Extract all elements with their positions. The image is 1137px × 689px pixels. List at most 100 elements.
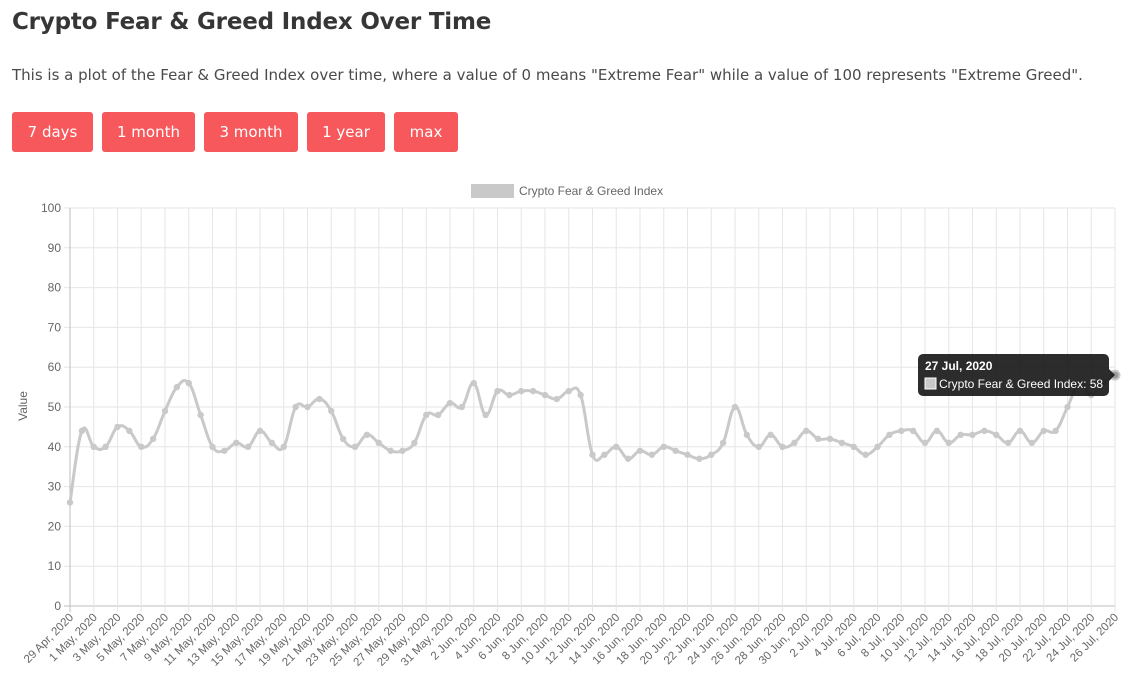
range-1-year-button[interactable]: 1 year [307,112,385,152]
data-point[interactable] [921,439,929,447]
range-7-days-button[interactable]: 7 days [12,112,93,152]
data-point[interactable] [256,427,264,435]
data-point[interactable] [399,447,406,454]
data-point[interactable] [886,431,893,439]
data-point[interactable] [803,427,810,435]
data-point[interactable] [197,411,204,419]
data-point[interactable] [114,423,121,431]
data-point[interactable] [909,427,917,435]
data-point[interactable] [292,403,299,411]
data-point[interactable] [339,435,347,443]
data-point[interactable] [719,439,727,447]
data-point[interactable] [304,403,311,411]
data-point[interactable] [993,431,1000,439]
data-point[interactable] [553,395,561,403]
series-points [66,369,1121,506]
data-point[interactable] [1064,403,1071,411]
data-point[interactable] [779,443,786,450]
data-point[interactable] [743,431,751,439]
data-point[interactable] [434,411,442,419]
data-point[interactable] [862,451,869,458]
chart-grid [64,207,1116,612]
data-point[interactable] [458,403,466,411]
data-point[interactable] [696,455,703,462]
y-tick-label: 60 [48,360,62,374]
data-point[interactable] [66,499,74,506]
range-1-month-button[interactable]: 1 month [102,112,195,152]
data-point[interactable] [898,427,905,435]
data-point[interactable] [601,451,608,458]
data-point[interactable] [375,439,382,447]
data-point[interactable] [387,447,394,454]
data-point[interactable] [518,387,525,395]
data-point[interactable] [316,395,323,403]
data-point[interactable] [244,443,252,450]
data-point[interactable] [102,443,109,450]
data-point[interactable] [209,443,216,450]
data-point[interactable] [981,427,988,435]
data-point[interactable] [933,427,941,435]
data-point[interactable] [957,431,964,439]
y-tick-label: 30 [48,480,62,494]
data-point[interactable] [1052,427,1059,435]
data-point[interactable] [1040,427,1047,435]
data-point[interactable] [161,407,169,415]
data-point[interactable] [565,387,572,395]
data-point[interactable] [138,443,145,450]
data-point[interactable] [328,407,335,415]
data-point[interactable] [589,451,596,458]
data-point[interactable] [708,451,715,458]
data-point[interactable] [791,439,798,447]
page-description: This is a plot of the Fear & Greed Index… [12,66,1083,84]
data-point[interactable] [446,399,454,407]
data-point[interactable] [470,379,477,387]
data-point[interactable] [767,431,774,439]
data-point[interactable] [185,379,192,387]
data-point[interactable] [411,439,418,447]
data-point[interactable] [494,387,501,395]
y-tick-label: 90 [48,241,62,255]
data-point[interactable] [529,387,537,395]
data-point[interactable] [660,443,667,450]
data-point[interactable] [648,451,656,458]
data-point[interactable] [1004,439,1012,447]
data-point[interactable] [482,411,489,419]
data-point[interactable] [814,435,822,443]
fear-greed-line-chart[interactable]: Crypto Fear & Greed Index Value 0 10 20 30 4… [0,175,1137,689]
data-point[interactable] [826,435,834,443]
range-3-month-button[interactable]: 3 month [204,112,298,152]
data-point[interactable] [945,439,952,447]
data-point[interactable] [1016,427,1024,435]
data-point[interactable] [636,447,644,454]
data-point[interactable] [672,447,679,454]
range-max-button[interactable]: max [394,112,458,152]
data-point[interactable] [838,439,846,447]
data-point[interactable] [541,391,549,399]
data-point[interactable] [280,443,287,450]
data-point[interactable] [969,431,976,439]
y-axis-title: Value [16,391,30,421]
chart-legend[interactable]: Crypto Fear & Greed Index [471,184,663,198]
data-point[interactable] [149,435,157,443]
data-point[interactable] [874,443,881,450]
data-point[interactable] [684,451,691,458]
y-tick-label: 70 [48,320,62,334]
data-point[interactable] [755,443,762,450]
data-point[interactable] [423,411,430,419]
data-point[interactable] [1028,439,1036,447]
data-point[interactable] [268,439,276,447]
data-point[interactable] [731,403,739,411]
data-point[interactable] [90,443,97,450]
data-point[interactable] [351,443,359,450]
data-point[interactable] [506,391,513,399]
data-point[interactable] [221,447,228,454]
data-point[interactable] [577,391,584,399]
data-point[interactable] [363,431,371,439]
data-point[interactable] [850,443,857,450]
data-point[interactable] [173,383,181,391]
data-point[interactable] [613,443,620,450]
data-point[interactable] [624,455,632,462]
data-point[interactable] [126,427,133,435]
data-point[interactable] [78,427,86,435]
data-point[interactable] [233,439,240,447]
